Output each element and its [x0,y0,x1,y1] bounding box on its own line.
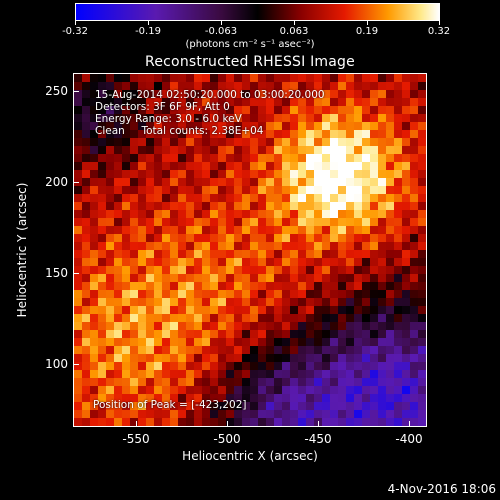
footer-date: 4-Nov-2016 18:06 [387,482,496,496]
x-axis-tick [136,421,137,427]
y-tick-label: 250 [45,84,68,98]
plot-title: Reconstructed RHESSI Image [145,54,355,70]
x-tick-label: -400 [395,432,423,446]
colorbar-tick [439,21,440,25]
peak-position: Position of Peak = [-423,202] [93,399,247,411]
y-axis-tick [73,91,79,92]
colorbar-tick [294,21,295,25]
x-tick-label: -550 [122,432,150,446]
y-axis-tick [73,273,79,274]
x-axis-tick [409,421,410,427]
colorbar-tick [221,21,222,25]
colorbar-tick [148,21,149,25]
reconstructed-image[interactable]: 15-Aug-2014 02:50:20.000 to 03:00:20.000… [73,73,427,427]
info-clean-counts: Clean Total counts: 2.38E+04 [95,125,264,137]
colorbar-tick-label: -0.19 [135,26,161,37]
image-heatmap [74,74,426,426]
colorbar-tick [367,21,368,25]
y-axis-tick [73,364,79,365]
x-axis-tick [318,421,319,427]
colorbar-tick-label: -0.063 [204,26,238,37]
info-time-range: 15-Aug-2014 02:50:20.000 to 03:00:20.000 [95,89,325,101]
x-tick-label: -450 [304,432,332,446]
y-tick-label: 150 [45,266,68,280]
y-tick-label: 200 [45,175,68,189]
y-tick-label: 100 [45,357,68,371]
colorbar-tick-label: 0.32 [427,26,451,37]
colorbar-tick-label: 0.063 [279,26,309,37]
colorbar-units: (photons cm⁻² s⁻¹ asec⁻²) [185,39,315,50]
colorbar-tick-label: 0.19 [355,26,379,37]
x-axis-tick [227,421,228,427]
colorbar [75,3,440,21]
y-axis-label: Heliocentric Y (arcsec) [15,182,29,318]
x-axis-label: Heliocentric X (arcsec) [182,449,318,463]
x-tick-label: -500 [213,432,241,446]
y-axis-tick [73,182,79,183]
colorbar-tick [75,21,76,25]
info-detectors: Detectors: 3F 6F 9F, Att 0 [95,101,230,113]
colorbar-tick-label: -0.32 [62,26,88,37]
info-energy-range: Energy Range: 3.0 - 6.0 keV [95,113,242,125]
